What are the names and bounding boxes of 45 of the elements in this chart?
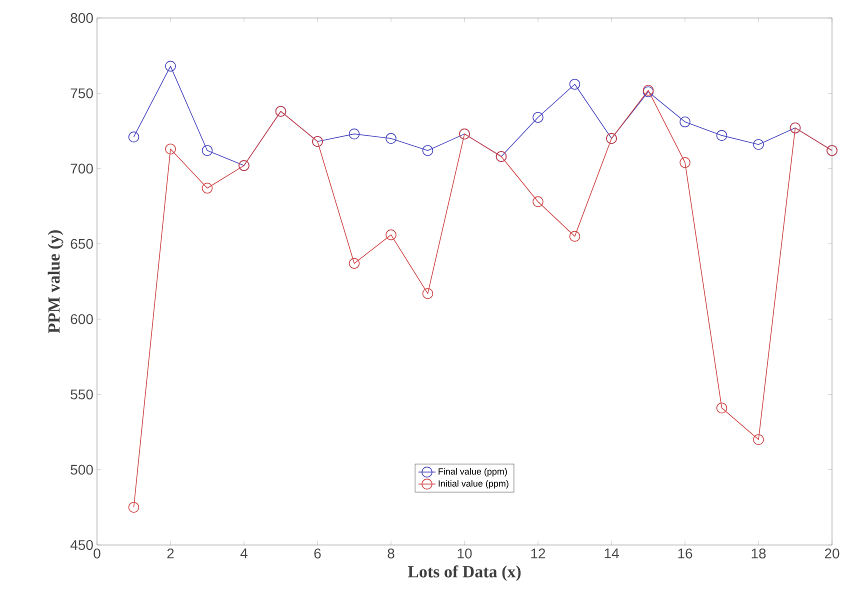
point (532, 196, 544, 208)
y-tick-label: 450 (70, 540, 93, 550)
x-tick-label: 6 (314, 548, 321, 558)
legend-label: Initial value (ppm) (438, 480, 508, 488)
point (165, 144, 176, 154)
y-tick-label: 650 (70, 238, 93, 249)
point (753, 139, 764, 150)
x-tick-label: 4 (240, 548, 248, 558)
y-tick-label: 600 (70, 314, 93, 324)
x-tick-label: 12 (531, 548, 546, 558)
x-tick-label: 14 (604, 548, 619, 558)
y-tick-label: 550 (70, 389, 93, 400)
point (716, 402, 728, 414)
y-axis-title: PPM value (y) (48, 230, 64, 334)
x-tick-label: 2 (167, 548, 174, 558)
point (569, 230, 580, 242)
x-tick-label: 8 (388, 548, 394, 558)
x-tick-label: 20 (824, 548, 840, 558)
point (128, 502, 140, 513)
point (680, 116, 690, 128)
y-tick-label: 800 (70, 13, 93, 23)
point (348, 258, 360, 269)
y-tick-label: 700 (70, 164, 93, 174)
point (422, 288, 434, 299)
point (348, 128, 360, 140)
y-tick-label: 750 (70, 88, 93, 98)
point (386, 229, 396, 240)
point (202, 145, 213, 156)
point (716, 130, 728, 141)
legend-label: Final value (ppm) (438, 468, 507, 476)
x-tick-label: 0 (94, 548, 100, 558)
point (753, 434, 764, 445)
point (202, 182, 213, 194)
point (165, 60, 176, 72)
x-axis-title: Lots of Data (x) (408, 565, 521, 581)
y-tick-label: 500 (70, 464, 93, 475)
x-tick-label: 10 (458, 548, 472, 558)
point (680, 157, 690, 168)
point (128, 132, 140, 142)
point (532, 112, 544, 123)
point (422, 145, 434, 156)
x-tick-label: 16 (678, 548, 692, 558)
point (569, 78, 580, 90)
point (386, 133, 396, 144)
x-tick-label: 18 (752, 548, 766, 558)
